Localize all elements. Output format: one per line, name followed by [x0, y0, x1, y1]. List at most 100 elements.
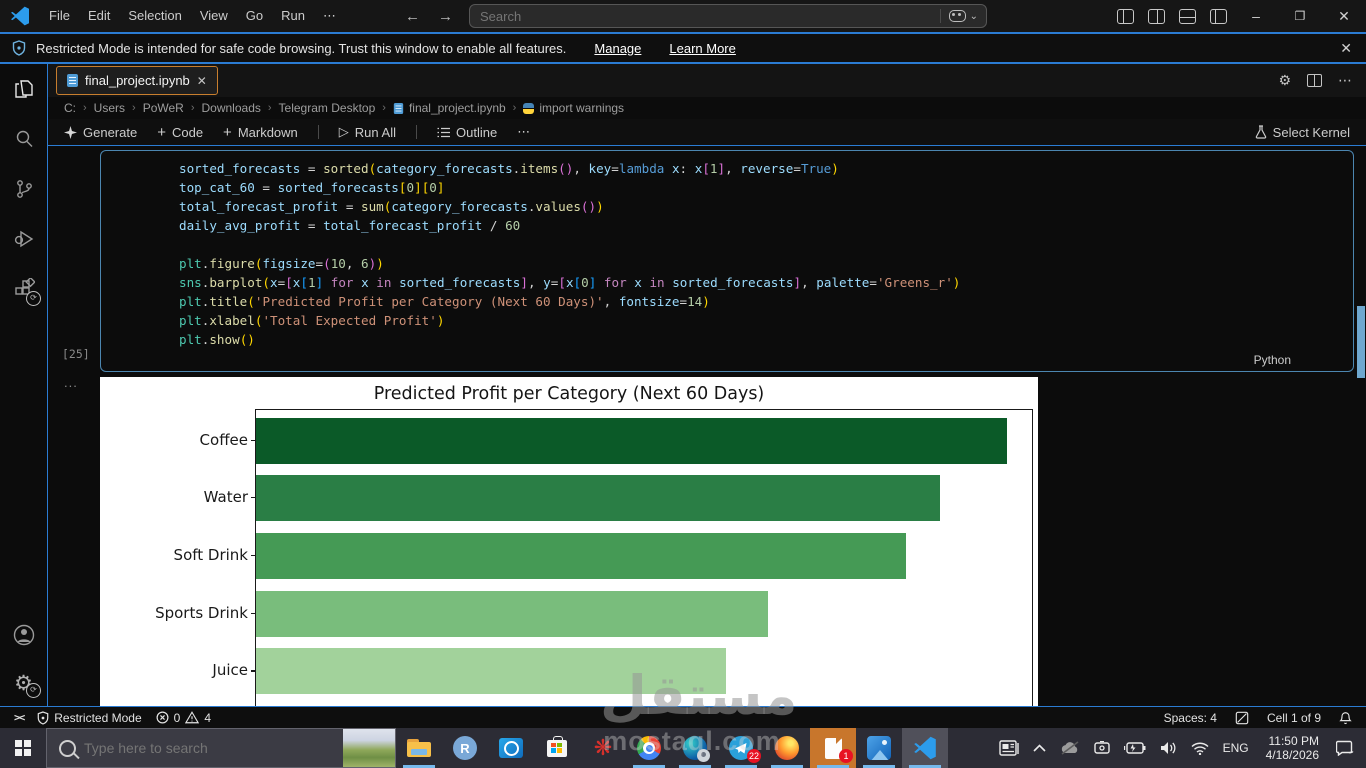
code-editor[interactable]: sorted_forecasts = sorted(category_forec…	[179, 159, 960, 349]
vscode-logo-icon	[11, 6, 29, 26]
language-indicator[interactable]: ENG	[1222, 741, 1249, 755]
taskbar-outlook[interactable]	[488, 728, 534, 768]
taskbar-file-explorer[interactable]	[396, 728, 442, 768]
document-app-badge: 1	[839, 749, 853, 763]
manage-link[interactable]: Manage	[594, 40, 642, 56]
taskbar-telegram[interactable]: 22	[718, 728, 764, 768]
ytick-label: Coffee	[199, 430, 248, 449]
breadcrumb-separator: ›	[512, 102, 517, 114]
add-code-button[interactable]: + Code	[157, 123, 204, 141]
close-button[interactable]: ✕	[1338, 7, 1350, 24]
cell-output-collapse-indicator[interactable]: ...	[64, 375, 78, 390]
wifi-icon[interactable]	[1184, 728, 1216, 768]
add-markdown-button[interactable]: + Markdown	[223, 123, 298, 141]
run-all-button[interactable]: ▷ Run All	[338, 124, 396, 140]
taskbar-chrome[interactable]	[626, 728, 672, 768]
breadcrumb-item[interactable]: C:	[64, 101, 76, 115]
breadcrumb-item[interactable]: PoWeR	[142, 101, 184, 115]
source-control-icon[interactable]	[0, 164, 47, 214]
remote-indicator[interactable]: ><	[14, 711, 25, 724]
python-symbol-icon	[523, 102, 535, 114]
toggle-panel-bottom-icon[interactable]	[1179, 8, 1196, 24]
breadcrumb-item[interactable]: Users	[93, 101, 126, 115]
split-editor-icon[interactable]	[1307, 74, 1322, 87]
menu-view[interactable]: View	[199, 8, 228, 23]
breadcrumb-item[interactable]: final_project.ipynb	[393, 101, 506, 115]
start-button[interactable]	[0, 728, 46, 768]
toggle-panel-left-icon[interactable]	[1117, 8, 1134, 24]
news-widget-icon[interactable]	[992, 728, 1026, 768]
breadcrumb-item[interactable]: Downloads	[201, 101, 261, 115]
action-center-icon[interactable]	[1329, 728, 1366, 768]
chevron-down-icon[interactable]: ⌄	[969, 10, 978, 22]
onedrive-paused-icon[interactable]	[1053, 728, 1087, 768]
cell-language-label[interactable]: Python	[1253, 353, 1291, 367]
copilot-icon[interactable]	[948, 10, 966, 22]
outline-button[interactable]: Outline	[437, 125, 497, 140]
restricted-mode-status[interactable]: Restricted Mode	[37, 711, 142, 725]
taskbar-search-input[interactable]	[76, 739, 343, 757]
taskbar-search-box[interactable]	[46, 728, 396, 768]
cell-indicator[interactable]: Cell 1 of 9	[1266, 710, 1321, 725]
taskbar-document-app-attention[interactable]: 1	[810, 728, 856, 768]
back-arrow-icon[interactable]: ←	[405, 7, 420, 25]
spaces-indicator[interactable]: Spaces: 4	[1163, 710, 1217, 725]
taskbar-microsoft-store[interactable]	[534, 728, 580, 768]
menu-selection[interactable]: Selection	[128, 8, 182, 23]
gear-icon[interactable]: ⚙	[1278, 72, 1291, 89]
problems-indicator[interactable]: 0 4	[156, 711, 211, 725]
clock[interactable]: 11:50 PM 4/18/2026	[1256, 734, 1329, 762]
screen-cast-icon[interactable]	[1087, 728, 1117, 768]
taskbar-photos[interactable]	[856, 728, 902, 768]
breadcrumb-item[interactable]: Telegram Desktop	[278, 101, 376, 115]
minimize-button[interactable]: –	[1252, 8, 1260, 24]
customize-layout-icon[interactable]	[1210, 8, 1227, 24]
ytick-mark	[251, 612, 256, 614]
banner-message: Restricted Mode is intended for safe cod…	[36, 40, 567, 56]
layout-status-icon[interactable]	[1235, 711, 1249, 725]
tab-label: final_project.ipynb	[85, 73, 190, 88]
explorer-icon[interactable]	[0, 64, 47, 114]
forward-arrow-icon[interactable]: →	[438, 7, 453, 25]
maximize-button[interactable]: ❐	[1294, 9, 1306, 23]
menu-edit[interactable]: Edit	[87, 8, 111, 23]
nav-arrows: ← →	[405, 8, 453, 25]
search-input[interactable]	[470, 7, 940, 25]
search-highlight-image[interactable]	[343, 729, 395, 767]
taskbar-firefox[interactable]	[764, 728, 810, 768]
banner-close-icon[interactable]: ✕	[1340, 39, 1352, 56]
battery-charging-icon[interactable]	[1117, 728, 1153, 768]
tab-close-icon[interactable]: ✕	[196, 73, 207, 88]
extensions-icon[interactable]: ⟳	[0, 264, 47, 314]
breadcrumb-separator: ›	[132, 102, 136, 114]
settings-gear-icon[interactable]: ⚙ ⟳	[0, 660, 47, 706]
volume-icon[interactable]	[1153, 728, 1184, 768]
editor-scrollbar[interactable]	[1357, 306, 1365, 378]
taskbar-r-app[interactable]: R	[442, 728, 488, 768]
search-icon[interactable]	[0, 114, 47, 164]
command-search-box[interactable]: ⌄	[469, 4, 987, 28]
more-actions-icon[interactable]: ⋯	[1338, 72, 1352, 88]
select-kernel-button[interactable]: Select Kernel	[1255, 125, 1350, 140]
run-debug-icon[interactable]	[0, 214, 47, 264]
learn-more-link[interactable]: Learn More	[669, 40, 736, 56]
toolbar-more-icon[interactable]: ⋯	[517, 124, 531, 139]
taskbar-huawei-app[interactable]: ❋	[580, 728, 626, 768]
execution-count: [25]	[62, 347, 90, 361]
menu-run[interactable]: Run	[281, 8, 305, 23]
breadcrumb-item[interactable]: import warnings	[523, 101, 624, 115]
taskbar-vscode[interactable]	[902, 728, 948, 768]
code-cell[interactable]: sorted_forecasts = sorted(category_forec…	[100, 150, 1354, 372]
bell-icon[interactable]	[1339, 711, 1352, 725]
notebook-toolbar: Generate + Code + Markdown ▷ Run All Outlin…	[48, 119, 1366, 146]
generate-button[interactable]: Generate	[64, 125, 137, 140]
ytick-mark	[251, 554, 256, 557]
menu-file[interactable]: File	[49, 8, 70, 23]
taskbar-edge[interactable]	[672, 728, 718, 768]
menu-go[interactable]: Go	[245, 8, 264, 23]
accounts-icon[interactable]	[0, 610, 47, 660]
toggle-panel-right-icon[interactable]	[1148, 8, 1165, 24]
tray-chevron-up-icon[interactable]	[1026, 728, 1053, 768]
menu-[interactable]: ⋯	[323, 8, 336, 23]
tab-final-project[interactable]: final_project.ipynb ✕	[56, 66, 218, 95]
